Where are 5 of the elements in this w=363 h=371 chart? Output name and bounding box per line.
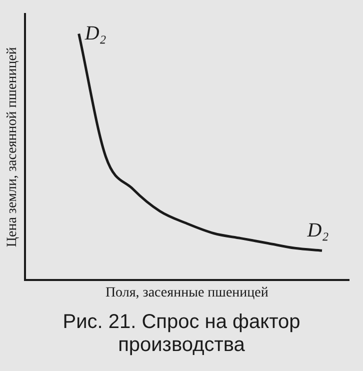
annotation: D₂ <box>306 220 329 242</box>
x-axis-title: Поля, засеянные пшеницей <box>105 285 269 300</box>
y-axis-title: Цена земли, засеянной пшеницей <box>5 46 20 248</box>
annotation: D₂ <box>84 22 106 45</box>
text: Рис. 21. Спрос на фактор производства <box>62 310 302 357</box>
